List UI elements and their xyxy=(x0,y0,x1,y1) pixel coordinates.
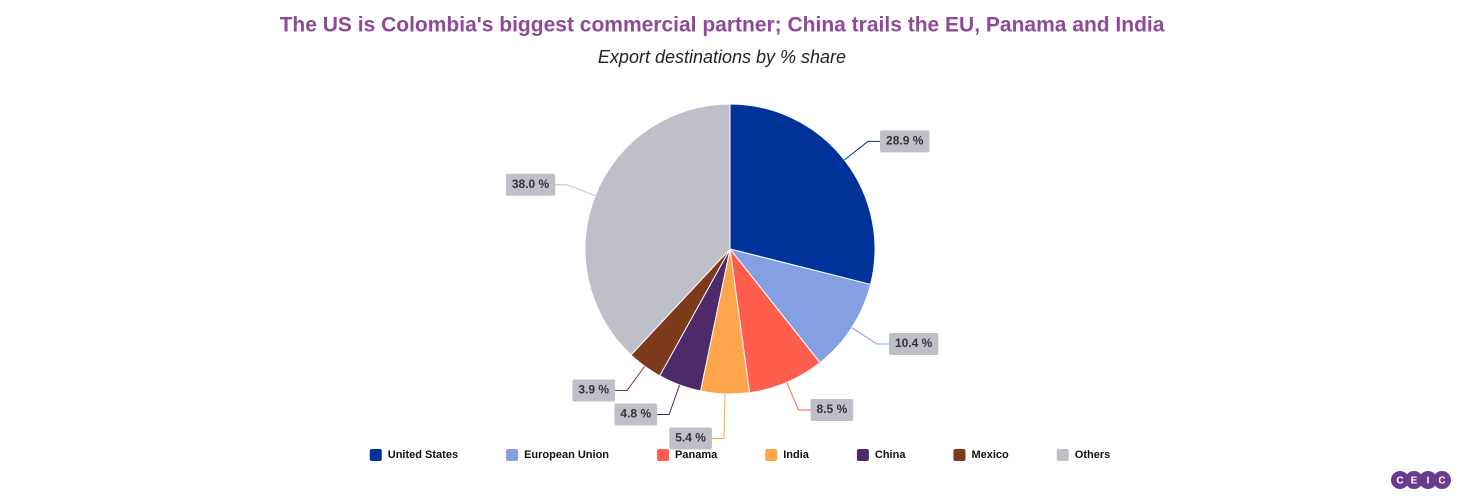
label-box xyxy=(572,379,616,402)
legend-swatch xyxy=(506,449,519,461)
legend-label: European Union xyxy=(524,449,609,461)
data-label: 5.4 % xyxy=(675,431,706,445)
legend-item: China xyxy=(856,449,906,461)
legend-label: Others xyxy=(1075,449,1110,461)
legend-label: Panama xyxy=(675,449,718,461)
leader-line xyxy=(844,140,881,161)
logo-letter: I xyxy=(1427,476,1430,487)
legend-label: China xyxy=(875,449,906,461)
legend-swatch xyxy=(1056,449,1069,461)
legend-item: India xyxy=(765,449,810,461)
legend-label: India xyxy=(783,449,810,461)
legend-label: United States xyxy=(388,449,458,461)
data-label: 3.9 % xyxy=(578,383,609,397)
leader-line xyxy=(711,393,726,440)
data-label: 28.9 % xyxy=(886,134,924,148)
label-box xyxy=(669,427,712,450)
leader-line xyxy=(657,384,681,416)
leader-line xyxy=(615,365,646,392)
legend-swatch xyxy=(657,449,670,461)
legend-swatch xyxy=(953,449,966,461)
logo-letter: E xyxy=(1411,476,1418,487)
data-label: 4.8 % xyxy=(620,407,651,421)
leader-line xyxy=(786,382,811,411)
pie-slice xyxy=(729,103,876,286)
legend-swatch xyxy=(369,449,382,461)
legend-item: Panama xyxy=(657,449,718,461)
logo-dot xyxy=(1419,471,1437,489)
logo-letter: C xyxy=(1438,476,1445,487)
data-label: 38.0 % xyxy=(512,177,550,191)
leader-line xyxy=(555,184,596,197)
chart-subtitle: Export destinations by % share xyxy=(598,47,846,67)
legend-label: Mexico xyxy=(971,449,1009,461)
logo-letter: C xyxy=(1396,476,1403,487)
legend-item: European Union xyxy=(506,449,609,461)
logo-dot xyxy=(1391,471,1409,489)
chart-title: The US is Colombia's biggest commercial … xyxy=(280,14,1165,37)
legend-swatch xyxy=(765,449,778,461)
logo-dot xyxy=(1405,471,1423,489)
legend-item: Others xyxy=(1056,449,1110,461)
label-box xyxy=(810,399,854,422)
pie-slice xyxy=(584,103,731,356)
data-label: 8.5 % xyxy=(817,402,848,416)
legend-swatch xyxy=(856,449,869,461)
legend-item: Mexico xyxy=(953,449,1009,461)
data-label: 10.4 % xyxy=(895,336,933,350)
legend-item: United States xyxy=(369,449,458,461)
label-box xyxy=(888,333,939,356)
leader-line xyxy=(851,327,889,345)
label-box xyxy=(505,173,556,196)
label-box xyxy=(880,130,930,153)
logo-dot xyxy=(1433,471,1451,489)
label-box xyxy=(614,403,658,426)
